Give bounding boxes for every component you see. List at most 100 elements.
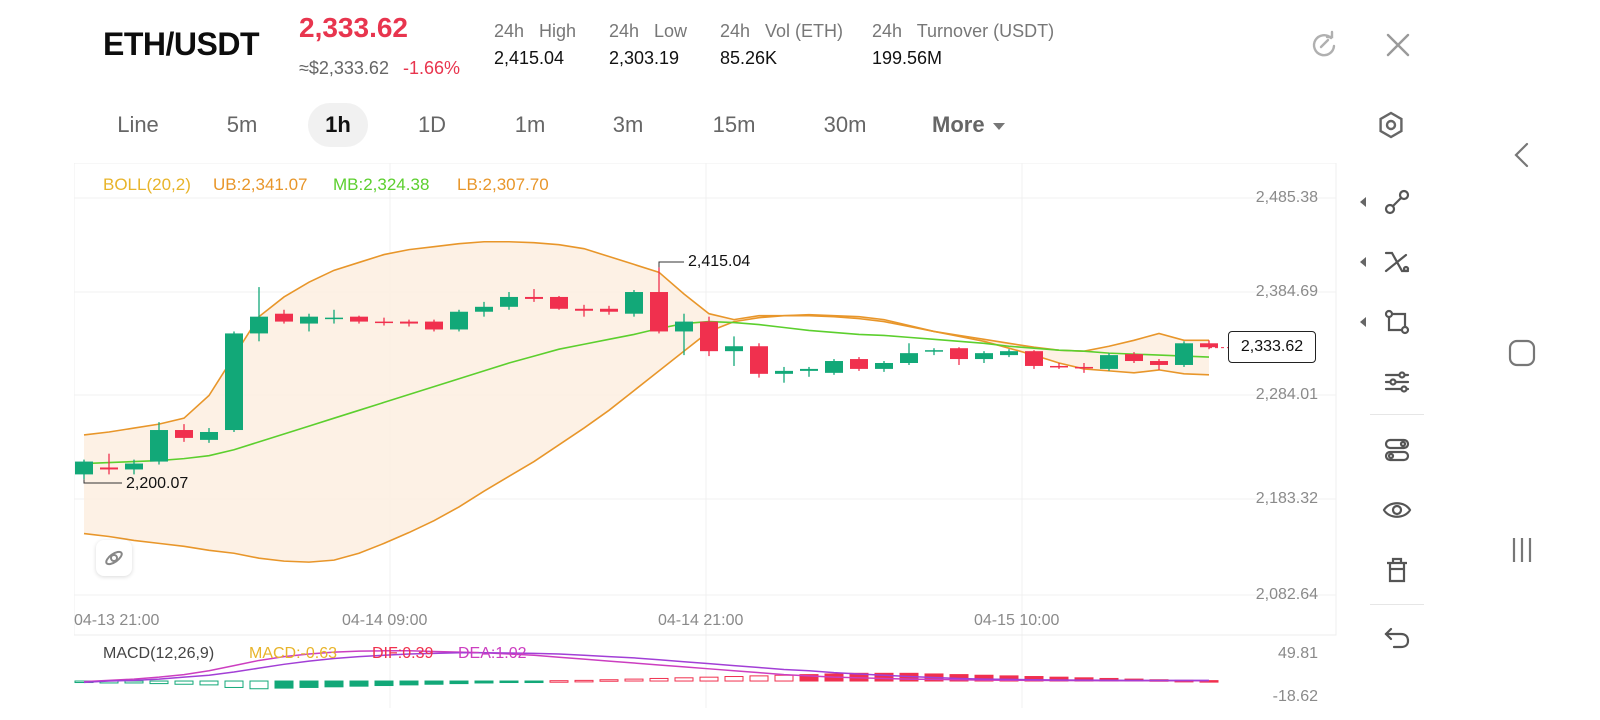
low-marker-label: 2,200.07: [126, 475, 189, 492]
macd-dea: DEA:1.02: [458, 645, 527, 662]
eye-icon[interactable]: [1377, 490, 1417, 530]
candle-body: [275, 313, 293, 322]
candle-body: [150, 430, 168, 462]
candle-body: [100, 467, 118, 470]
x-axis-label: 04-15 10:00: [974, 612, 1060, 629]
sliders-icon[interactable]: [1377, 362, 1417, 402]
stat-vol-value: 85.26K: [720, 48, 778, 68]
candle-body: [500, 296, 518, 307]
macd-histogram-bar: [274, 680, 294, 689]
price-chart-svg[interactable]: [74, 163, 1442, 708]
candle-body: [350, 316, 368, 322]
x-axis-label: 04-13 21:00: [74, 612, 160, 629]
tab-30m[interactable]: 30m: [823, 112, 867, 137]
shape-icon[interactable]: [1377, 302, 1417, 342]
macd-histogram-bar: [324, 680, 344, 688]
current-price-tag: 2,333.62: [1228, 331, 1316, 363]
macd-histogram-bar: [399, 680, 419, 686]
macd-histogram-bar: [599, 679, 619, 682]
candle-body: [1025, 351, 1043, 366]
candle-body: [575, 308, 593, 311]
candle-body: [925, 350, 943, 352]
macd-histogram-bar: [874, 672, 894, 682]
tab-1d[interactable]: 1D: [417, 112, 447, 137]
x-axis-label: 04-14 21:00: [658, 612, 744, 629]
trendline-icon[interactable]: [1377, 182, 1417, 222]
chart-area[interactable]: [74, 163, 1442, 708]
high-marker-line: [658, 261, 684, 268]
high-marker-label: 2,415.04: [688, 253, 751, 270]
candle-body: [1075, 366, 1093, 369]
boll-mb: MB:2,324.38: [333, 175, 430, 194]
y-axis-label: 2,384.69: [1255, 283, 1318, 300]
macd-histogram-bar: [149, 680, 169, 685]
macd-dea-line: [83, 651, 1209, 684]
macd-y-label: 49.81: [1277, 645, 1318, 662]
candle-body: [650, 292, 668, 332]
stat-vol-label: 24h Vol (ETH): [720, 21, 844, 41]
trash-icon[interactable]: [1377, 550, 1417, 590]
stat-low-value: 2,303.19: [609, 48, 680, 68]
candle-body: [75, 461, 93, 475]
collapse-caret-icon[interactable]: [1360, 197, 1366, 207]
macd-histogram-bar: [749, 675, 769, 682]
candle-body: [725, 346, 743, 352]
candle-body: [375, 321, 393, 324]
caret-down-icon: [992, 122, 1005, 130]
macd-y-label: -18.62: [1272, 688, 1318, 705]
undo-icon[interactable]: [1377, 618, 1417, 658]
close-icon[interactable]: [1378, 25, 1418, 65]
candle-body: [1200, 343, 1218, 348]
crossline-icon[interactable]: [1377, 242, 1417, 282]
candle-body: [625, 292, 643, 314]
usd-price: ≈$2,333.62: [299, 58, 389, 78]
refresh-icon[interactable]: [1304, 25, 1344, 65]
candle-body: [775, 370, 793, 374]
home-icon[interactable]: [1502, 333, 1542, 373]
y-axis-label: 2,082.64: [1255, 586, 1318, 603]
recents-icon[interactable]: [1502, 530, 1542, 570]
candle-body: [700, 321, 718, 352]
tab-more[interactable]: More: [932, 103, 1012, 147]
chart-settings-icon[interactable]: [1371, 105, 1411, 145]
collapse-caret-icon[interactable]: [1360, 317, 1366, 327]
layers-icon[interactable]: [1377, 430, 1417, 470]
candle-body: [1050, 365, 1068, 368]
tab-line[interactable]: Line: [117, 112, 159, 137]
back-icon[interactable]: [1502, 135, 1542, 175]
tab-1h[interactable]: 1h: [308, 103, 368, 147]
stat-high-label: 24h High: [494, 21, 577, 41]
boll-label: BOLL(20,2): [103, 175, 191, 194]
candle-body: [750, 346, 768, 374]
candle-body: [825, 361, 843, 373]
chart-mode-icon[interactable]: [96, 540, 132, 576]
candle-body: [200, 431, 218, 440]
low-marker-line: [83, 479, 122, 484]
macd-histogram-bar: [199, 680, 219, 686]
macd-histogram-bar: [249, 680, 269, 690]
candle-body: [1150, 361, 1168, 365]
macd-histogram-bar: [674, 677, 694, 682]
macd-histogram-bar: [474, 680, 494, 684]
tab-3m[interactable]: 3m: [612, 112, 644, 137]
collapse-caret-icon[interactable]: [1360, 257, 1366, 267]
candle-body: [1100, 355, 1118, 369]
macd-histogram-bar: [524, 680, 544, 684]
tab-15m[interactable]: 15m: [712, 112, 756, 137]
price-change: -1.66%: [403, 58, 461, 78]
macd-histogram-bar: [124, 680, 144, 684]
macd-histogram-bar: [224, 680, 244, 688]
candle-body: [125, 463, 143, 470]
drawing-toolbar: [1348, 170, 1426, 680]
more-label: More: [932, 112, 985, 137]
candle-body: [1000, 351, 1018, 356]
tab-1m[interactable]: 1m: [514, 112, 546, 137]
boll-ub: UB:2,341.07: [213, 175, 308, 194]
candle-body: [850, 359, 868, 369]
tab-5m[interactable]: 5m: [226, 112, 258, 137]
candle-body: [425, 321, 443, 330]
macd-histogram-bar: [174, 680, 194, 685]
candle-body: [250, 316, 268, 334]
macd-histogram-bar: [424, 680, 444, 685]
macd-histogram-bar: [449, 680, 469, 685]
